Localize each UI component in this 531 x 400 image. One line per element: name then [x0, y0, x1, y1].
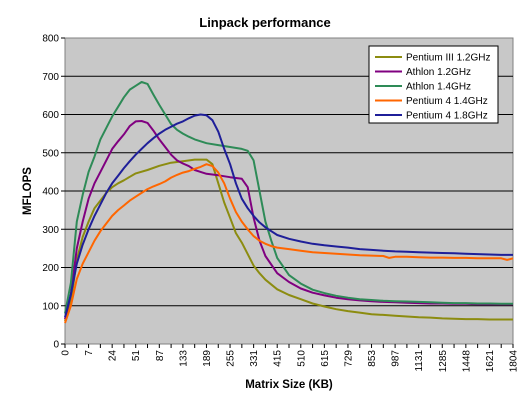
legend-entry: Pentium III 1.2GHz: [406, 53, 490, 64]
series-line-4: [64, 163, 514, 324]
x-tick-label: 1131: [414, 350, 425, 372]
chart-title: Linpack performance: [199, 15, 331, 30]
y-axis-ticks: 0 100 200 300 400 500 600 700 800: [42, 34, 65, 351]
x-tick-label: 729: [343, 350, 354, 367]
x-tick-label: 0: [61, 350, 72, 356]
x-tick-label: 133: [178, 350, 189, 367]
y-tick-label: 0: [53, 340, 59, 351]
x-tick-label: 7: [84, 350, 95, 356]
x-tick-label: 51: [131, 350, 142, 362]
x-tick-label: 189: [202, 350, 213, 367]
x-tick-label: 1285: [438, 350, 449, 373]
y-tick-label: 500: [42, 148, 59, 159]
legend-entry: Pentium 4 1.4GHz: [406, 96, 488, 107]
y-tick-label: 800: [42, 34, 59, 45]
x-tick-label: 87: [155, 350, 166, 362]
x-tick-label: 24: [108, 350, 119, 362]
x-tick-label: 415: [273, 350, 284, 367]
series-lines: [64, 81, 514, 324]
series-line-2: [64, 120, 513, 320]
series-line-3: [64, 81, 513, 314]
legend-box: [368, 45, 499, 124]
y-tick-label: 700: [42, 72, 59, 83]
y-tick-label: 200: [42, 263, 59, 274]
x-tick-label: 987: [391, 350, 402, 367]
y-tick-label: 600: [42, 110, 59, 121]
legend-entry: Athlon 1.4GHz: [406, 82, 471, 93]
legend: Pentium III 1.2GHz Athlon 1.2GHz Athlon 1.…: [368, 45, 499, 124]
x-tick-label: 331: [249, 350, 260, 367]
x-tick-label: 255: [226, 350, 237, 367]
x-tick-label: 853: [367, 350, 378, 367]
legend-entry: Athlon 1.2GHz: [406, 67, 471, 78]
series-line-5: [64, 113, 513, 318]
x-tick-label: 1804: [509, 350, 520, 373]
series-line-1: [64, 158, 513, 322]
x-axis-ticks: 0 7 24 51 87 133 189 255 331 415 510 615 729 853 987 11…: [61, 344, 520, 372]
y-tick-label: 400: [42, 187, 59, 198]
y-tick-label: 300: [42, 225, 59, 236]
x-tick-label: 1621: [485, 350, 496, 373]
x-tick-label: 1448: [461, 350, 472, 373]
y-axis-label: MFLOPS: [22, 167, 34, 215]
y-tick-label: 100: [42, 301, 59, 312]
x-tick-label: 510: [296, 350, 307, 367]
x-tick-label: 615: [320, 350, 331, 367]
legend-entry: Pentium 4 1.8GHz: [406, 111, 488, 122]
x-axis-label: Matrix Size (KB): [245, 379, 333, 391]
